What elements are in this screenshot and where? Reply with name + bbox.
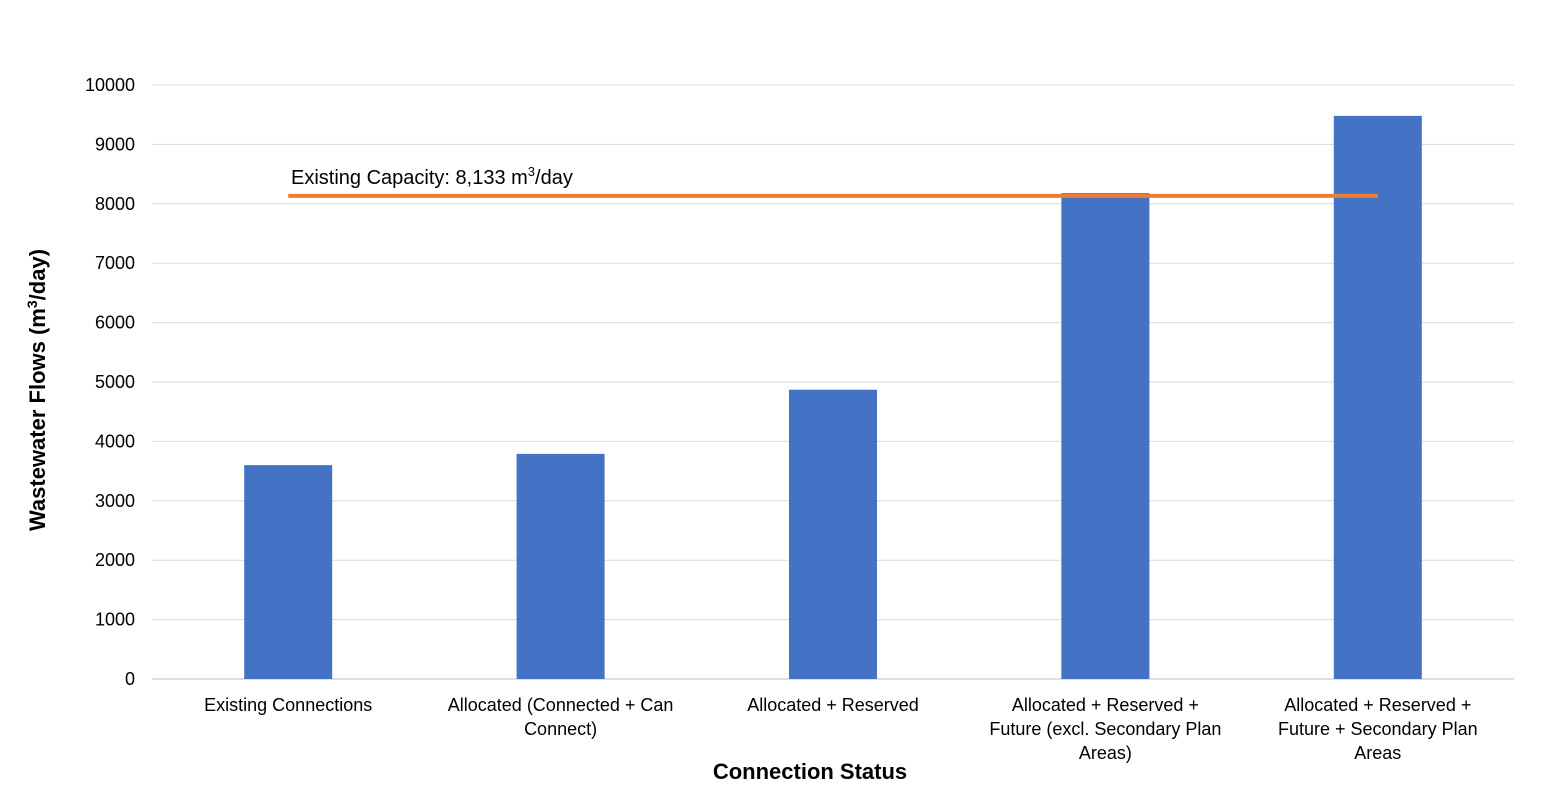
- y-axis-title-sup: 3: [24, 300, 40, 308]
- x-category-label: Existing Connections: [204, 695, 372, 715]
- bar: [789, 389, 877, 679]
- x-category-label-line: Future + Secondary Plan: [1278, 719, 1478, 739]
- x-category-label: Allocated (Connected + Can Connect): [448, 695, 674, 739]
- y-axis-title: Wastewater Flows (m3/day): [24, 249, 50, 531]
- y-tick-label: 4000: [95, 431, 135, 451]
- x-category-label: Allocated + Reserved + Future + Secondary…: [1278, 695, 1478, 763]
- x-category-label-line: Allocated + Reserved +: [1284, 695, 1471, 715]
- bar: [244, 465, 333, 679]
- y-tick-label: 2000: [95, 550, 135, 570]
- reference-label-tail: /day: [535, 167, 573, 189]
- y-tick-label: 7000: [95, 253, 135, 273]
- x-category-label-line: Allocated + Reserved +: [1012, 695, 1199, 715]
- y-tick-label: 10000: [85, 75, 135, 95]
- reference-line-label: Existing Capacity: 8,133 m3/day: [291, 164, 573, 189]
- x-axis-title: Connection Status: [713, 759, 907, 784]
- y-tick-label: 5000: [95, 372, 135, 392]
- x-category-label-line: Allocated (Connected + Can: [448, 695, 674, 715]
- bars: [244, 115, 1422, 679]
- x-category-label: Allocated + Reserved + Future (excl. Seco…: [989, 695, 1221, 763]
- reference-label-main: Existing Capacity: 8,133 m: [291, 167, 528, 189]
- y-tick-label: 0: [125, 669, 135, 689]
- x-category-label: Allocated + Reserved: [747, 695, 919, 715]
- reference-label-sup: 3: [528, 164, 535, 179]
- y-tick-label: 1000: [95, 610, 135, 630]
- bar: [516, 453, 605, 679]
- y-tick-label: 9000: [95, 134, 135, 154]
- bar: [1061, 193, 1150, 679]
- y-axis-title-tail: /day): [25, 249, 50, 300]
- y-tick-labels: 0 1000 2000 3000 4000 5000 6000 7000 8000 9000 100…: [85, 75, 135, 689]
- x-category-label-line: Areas): [1079, 743, 1132, 763]
- y-tick-label: 3000: [95, 491, 135, 511]
- y-tick-label: 6000: [95, 313, 135, 333]
- x-category-label-line: Future (excl. Secondary Plan: [989, 719, 1221, 739]
- y-axis-title-main: Wastewater Flows (m: [25, 308, 50, 531]
- x-category-labels: Existing Connections Allocated (Connected…: [204, 695, 1477, 763]
- x-category-label-line: Allocated + Reserved: [747, 695, 919, 715]
- y-tick-label: 8000: [95, 194, 135, 214]
- bar: [1333, 115, 1422, 679]
- x-category-label-line: Connect): [524, 719, 597, 739]
- x-category-label-line: Existing Connections: [204, 695, 372, 715]
- x-category-label-line: Areas: [1354, 743, 1401, 763]
